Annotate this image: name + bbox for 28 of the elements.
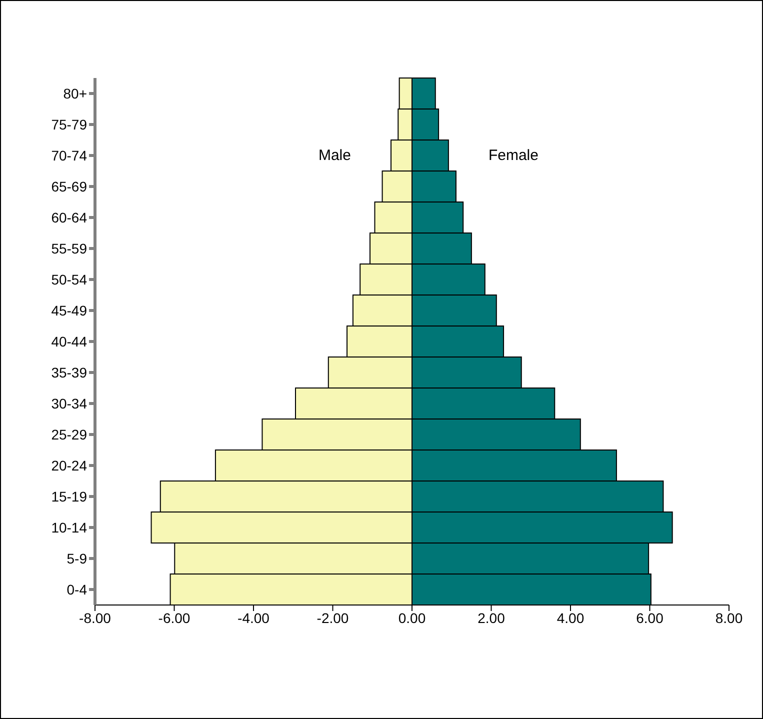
- x-tick-label: -8.00: [79, 610, 112, 626]
- y-tick-label: 55-59: [51, 240, 88, 256]
- y-tick-label: 60-64: [51, 209, 88, 226]
- y-tick-label: 10-14: [51, 519, 88, 536]
- y-tick-label: 0-4: [66, 581, 88, 598]
- y-tick-label: 20-24: [51, 457, 88, 474]
- y-tick-label: 80+: [63, 85, 87, 102]
- x-tick-label: -4.00: [238, 610, 270, 626]
- y-tick-label: 40-44: [51, 333, 88, 350]
- y-tick-label: 35-39: [51, 364, 88, 380]
- y-tick-label: 75-79: [51, 116, 88, 132]
- text: Female: [488, 146, 538, 164]
- y-tick-label: 25-29: [51, 426, 88, 442]
- y-tick-label: 65-69: [51, 178, 88, 194]
- y-tick-label: 30-34: [51, 395, 88, 412]
- x-tick-label: 0.00: [398, 610, 426, 626]
- y-tick-label: 50-54: [51, 271, 88, 288]
- x-tick-label: 2.00: [478, 610, 506, 626]
- text: Male: [318, 146, 351, 164]
- x-tick-label: 4.00: [556, 610, 584, 626]
- y-tick-label: 70-74: [51, 147, 88, 164]
- x-tick-label: -6.00: [158, 610, 190, 626]
- x-tick-label: -2.00: [316, 610, 349, 626]
- x-tick-label: 8.00: [715, 610, 743, 626]
- y-tick-label: 45-49: [51, 302, 88, 318]
- x-tick-label: 6.00: [636, 610, 664, 626]
- y-tick-label: 5-9: [66, 550, 88, 566]
- y-tick-label: 15-19: [51, 488, 88, 504]
